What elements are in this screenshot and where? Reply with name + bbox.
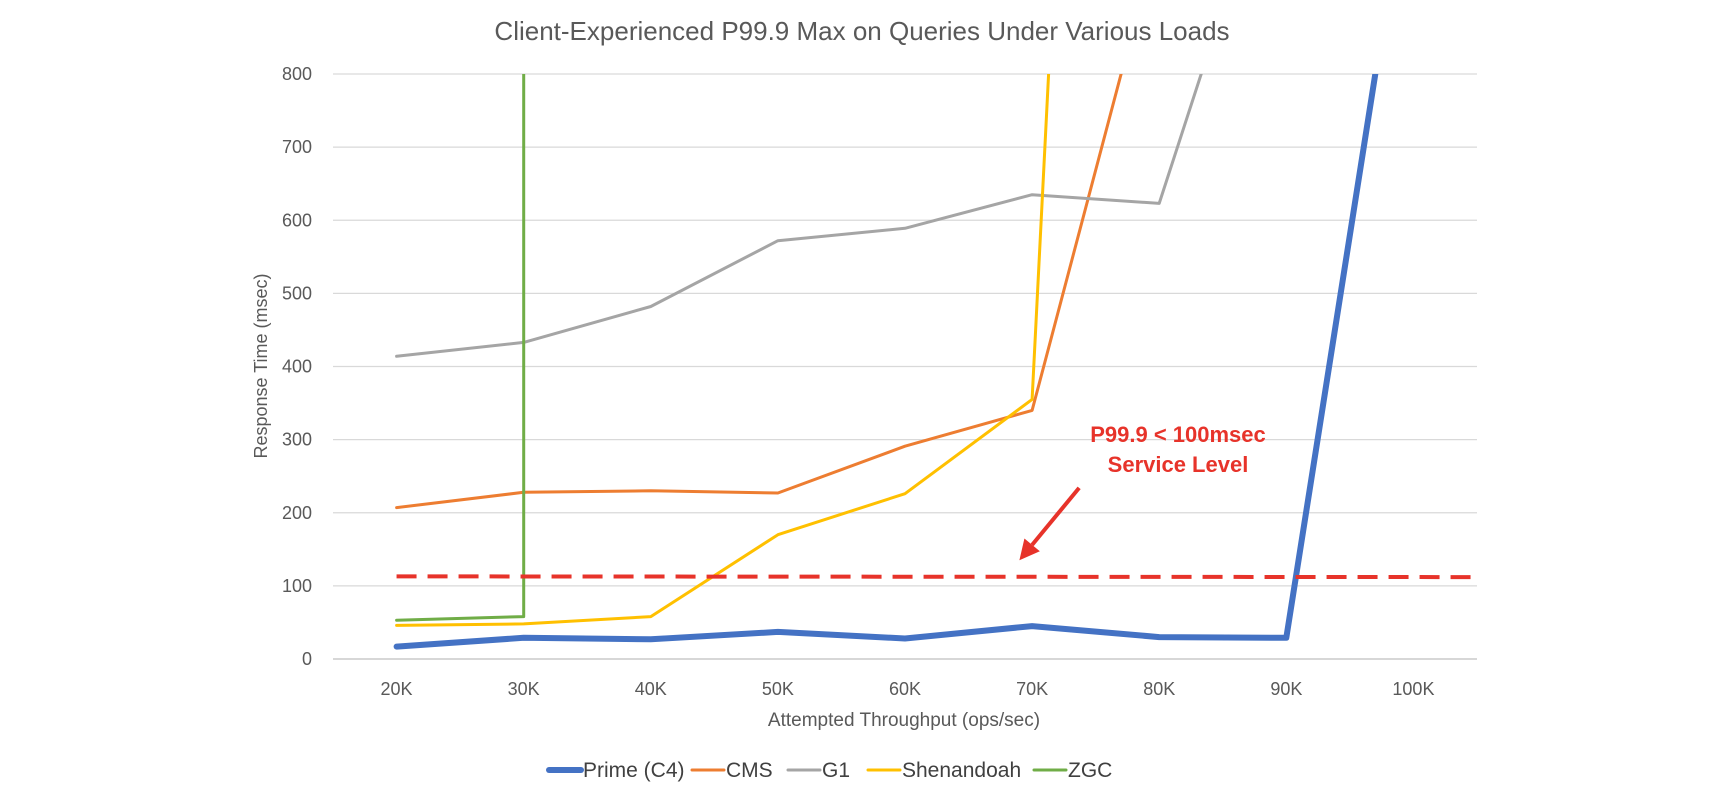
x-tick-60K: 60K	[889, 679, 921, 699]
series-line-prime-c4	[393, 74, 1379, 650]
x-tick-labels: 20K 30K 40K 50K 60K 70K 80K 90K 100K	[381, 679, 1435, 699]
series-lines	[393, 74, 1379, 650]
service-level-dashed-line	[396, 574, 1478, 580]
x-axis-label: Attempted Throughput (ops/sec)	[768, 710, 1040, 731]
legend-label-g1: G1	[822, 759, 850, 782]
annotations: P99.9 < 100msec Service Level	[396, 422, 1478, 580]
y-tick-200: 200	[282, 503, 312, 523]
y-tick-700: 700	[282, 137, 312, 157]
service-level-arrow-head	[1019, 538, 1040, 561]
series-line-shenandoah	[395, 74, 1051, 627]
x-tick-90K: 90K	[1270, 679, 1302, 699]
x-tick-100K: 100K	[1392, 679, 1434, 699]
y-axis-label: Response Time (msec)	[251, 273, 271, 458]
y-tick-300: 300	[282, 430, 312, 450]
legend-label-prime-c4: Prime (C4)	[583, 759, 685, 782]
service-level-label-line2: Service Level	[1108, 452, 1249, 477]
y-tick-500: 500	[282, 283, 312, 303]
service-level-arrow	[1030, 486, 1081, 547]
legend-label-zgc: ZGC	[1068, 759, 1112, 782]
series-line-cms	[395, 74, 1123, 510]
x-tick-70K: 70K	[1016, 679, 1048, 699]
chart-title: Client-Experienced P99.9 Max on Queries …	[494, 16, 1229, 46]
series-line-g1	[395, 74, 1203, 358]
service-level-label-line1: P99.9 < 100msec	[1090, 422, 1266, 447]
x-tick-50K: 50K	[762, 679, 794, 699]
y-tick-0: 0	[302, 649, 312, 669]
x-tick-40K: 40K	[635, 679, 667, 699]
legend: Prime (C4) CMS G1 Shenandoah ZGC	[546, 759, 1112, 782]
gridlines	[333, 73, 1477, 660]
y-tick-400: 400	[282, 357, 312, 377]
y-tick-labels: 0 100 200 300 400 500 600 700 800	[282, 64, 312, 669]
y-tick-600: 600	[282, 210, 312, 230]
legend-label-cms: CMS	[726, 759, 773, 782]
legend-label-shenandoah: Shenandoah	[902, 759, 1021, 782]
series-line-zgc	[395, 74, 526, 622]
x-tick-20K: 20K	[381, 679, 413, 699]
y-tick-800: 800	[282, 64, 312, 84]
y-tick-100: 100	[282, 576, 312, 596]
x-tick-80K: 80K	[1143, 679, 1175, 699]
x-tick-30K: 30K	[508, 679, 540, 699]
